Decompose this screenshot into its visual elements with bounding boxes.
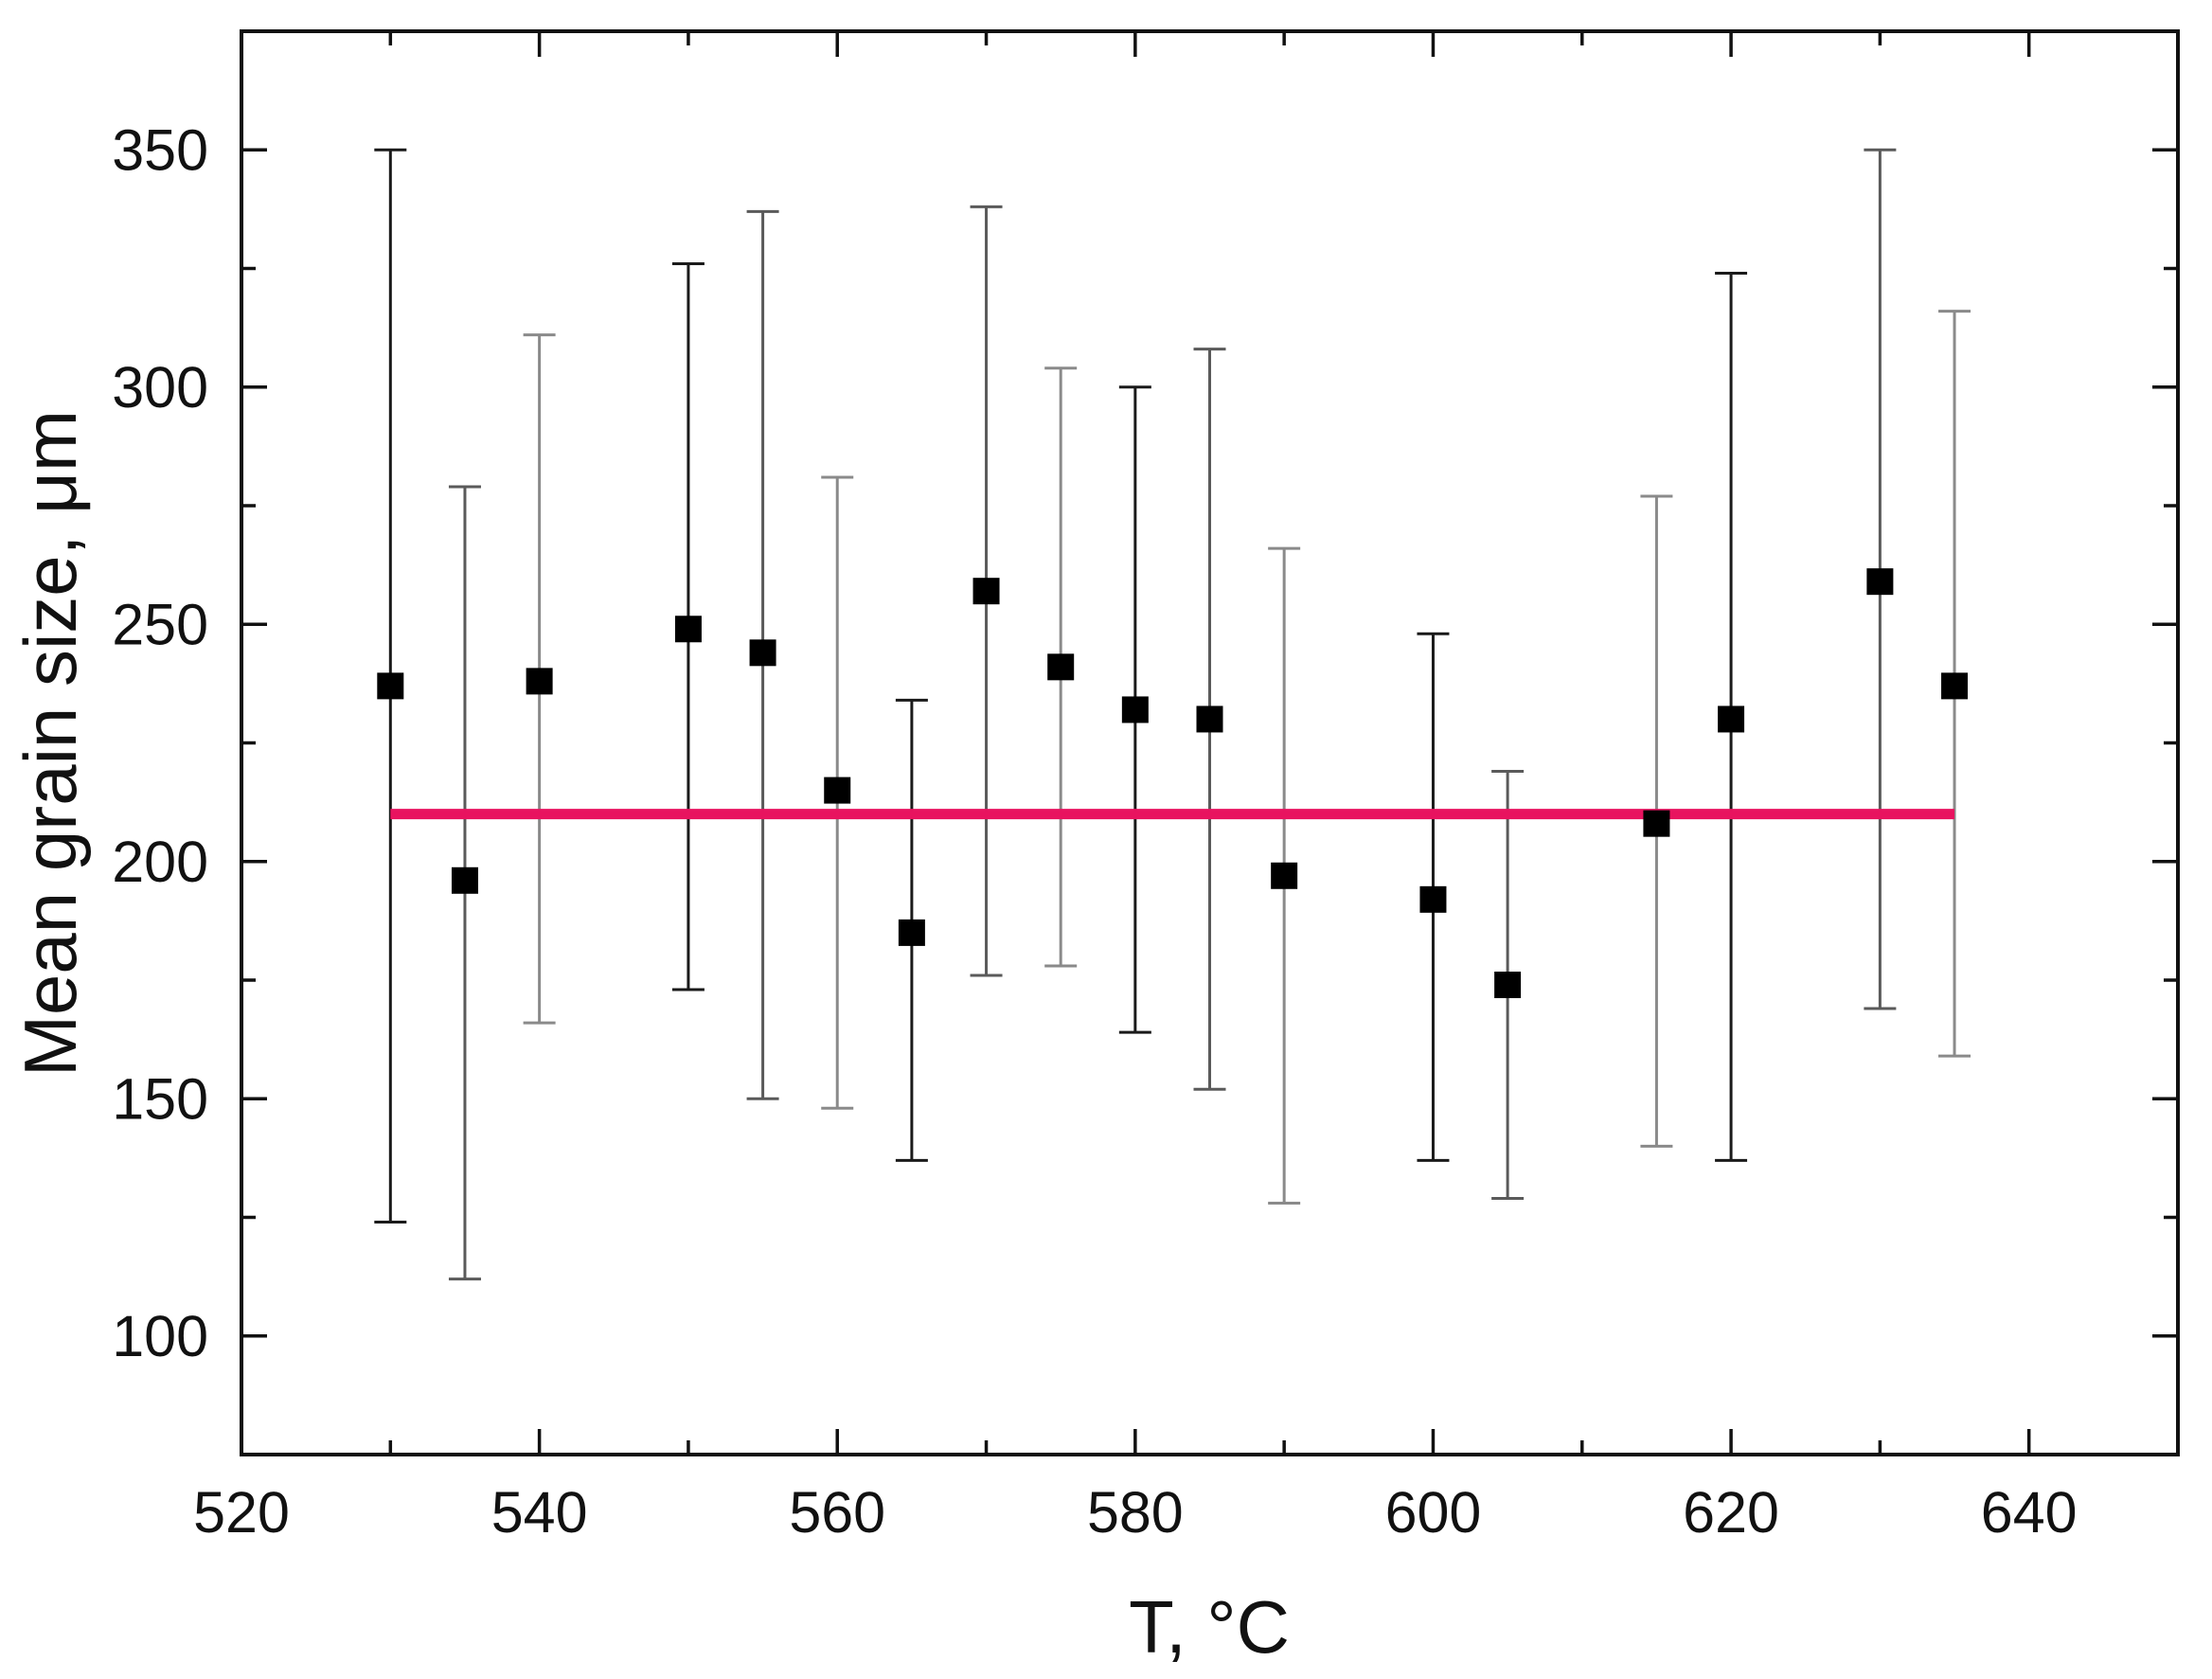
y-tick-label: 350 xyxy=(112,117,208,182)
x-tick-label: 560 xyxy=(789,1480,885,1545)
data-point xyxy=(377,672,404,700)
x-tick-labels: 520 540 560 580 600 620 640 xyxy=(193,1480,2077,1545)
major-ticks xyxy=(240,31,2178,1455)
x-tick-label: 520 xyxy=(193,1480,290,1545)
data-point xyxy=(1941,672,1969,700)
data-point xyxy=(1419,885,1447,913)
x-tick-label: 540 xyxy=(491,1480,588,1545)
y-tick-label: 300 xyxy=(112,355,208,420)
data-point xyxy=(749,639,776,667)
x-tick-label: 620 xyxy=(1683,1480,1779,1545)
minor-ticks xyxy=(241,31,2178,1455)
data-point xyxy=(1866,568,1894,596)
y-tick-label: 150 xyxy=(112,1066,208,1131)
x-axis-title: T, °C xyxy=(1129,1585,1290,1669)
x-tick-label: 600 xyxy=(1385,1480,1482,1545)
y-tick-label: 100 xyxy=(112,1304,208,1368)
data-point xyxy=(1047,653,1075,681)
data-point xyxy=(1121,696,1149,723)
data-markers xyxy=(377,568,1969,999)
y-axis-title: Mean grain size, μm xyxy=(9,410,92,1077)
data-point xyxy=(1718,706,1745,733)
data-point xyxy=(1271,862,1298,889)
data-point xyxy=(1643,810,1670,837)
data-point xyxy=(451,866,478,894)
data-point xyxy=(972,578,1000,605)
x-tick-label: 580 xyxy=(1087,1480,1184,1545)
data-point xyxy=(674,616,702,643)
y-tick-labels: 100 150 200 250 300 350 xyxy=(112,117,208,1368)
y-tick-label: 250 xyxy=(112,592,208,656)
data-point xyxy=(898,919,925,946)
data-point xyxy=(526,668,553,695)
data-point xyxy=(1196,706,1223,733)
y-tick-label: 200 xyxy=(112,830,208,894)
data-point xyxy=(824,777,851,804)
data-point xyxy=(1494,972,1522,999)
x-tick-label: 640 xyxy=(1981,1480,2078,1545)
